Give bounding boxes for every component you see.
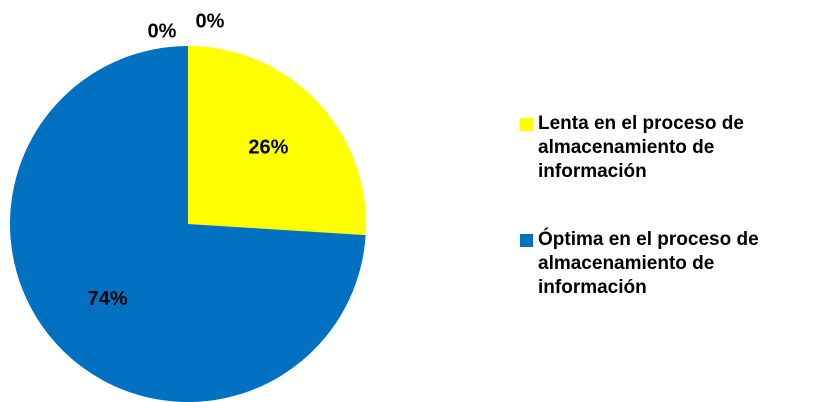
legend-swatch — [520, 118, 533, 131]
data-label: 0% — [196, 10, 225, 32]
pie-slice — [188, 46, 366, 236]
data-label: 26% — [248, 137, 288, 159]
legend-swatch — [520, 234, 533, 247]
data-label: 74% — [88, 288, 128, 310]
legend-entry: Lenta en el proceso de almacenamiento de… — [520, 112, 820, 184]
legend-label: Óptima en el proceso de almacenamiento d… — [538, 229, 759, 298]
data-label: 0% — [148, 20, 177, 42]
pie-slice — [9, 46, 366, 402]
legend-label: Lenta en el proceso de almacenamiento de… — [538, 113, 744, 182]
legend-entry: Óptima en el proceso de almacenamiento d… — [520, 228, 820, 300]
